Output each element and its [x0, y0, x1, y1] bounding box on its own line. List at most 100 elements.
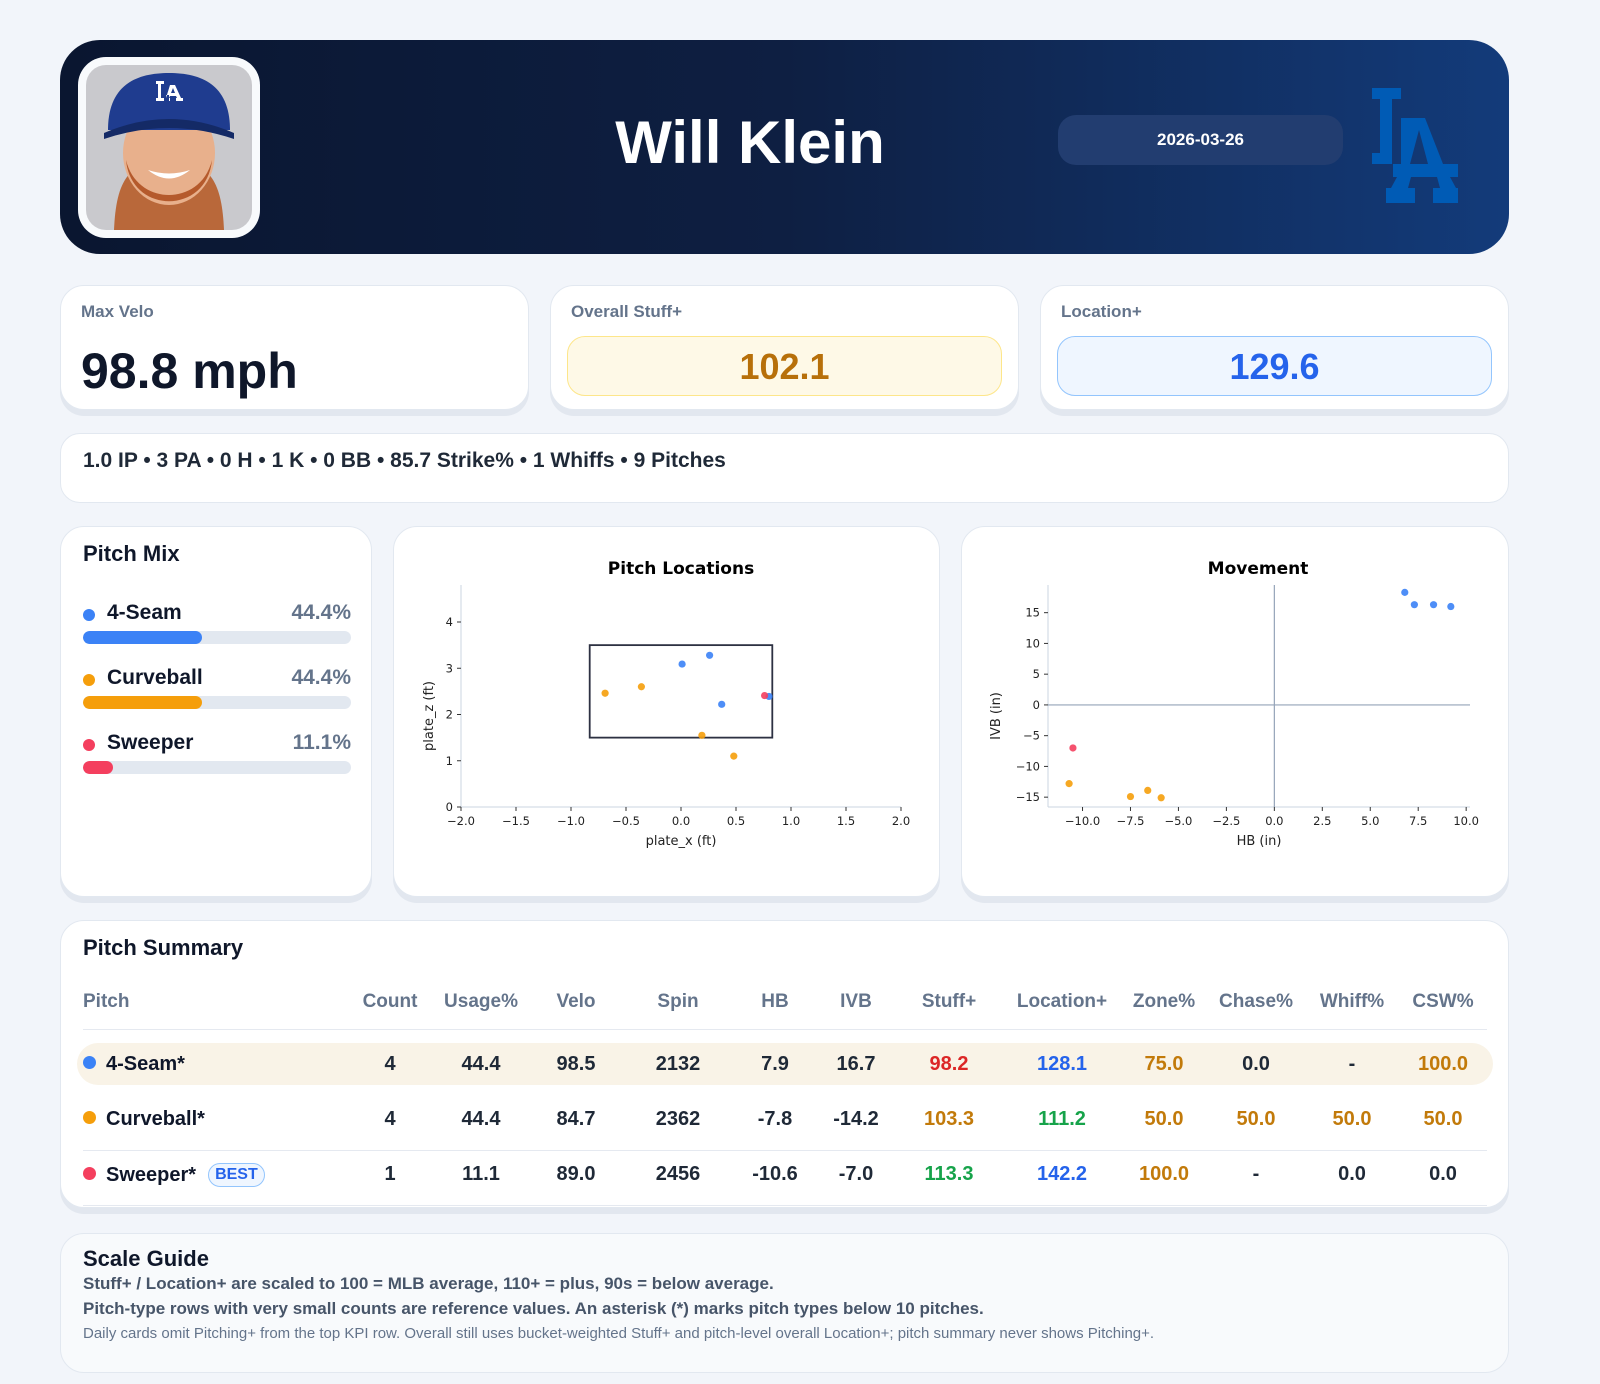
table-cell-hb: -10.6 [752, 1163, 798, 1185]
x-tick-label: −0.5 [612, 814, 640, 828]
kpi-max-velo: Max Velo 98.8 mph [60, 285, 529, 410]
player-photo [78, 57, 260, 238]
kpi-value: 102.1 [567, 336, 1002, 396]
table-cell-chase: 50.0 [1236, 1108, 1276, 1130]
table-cell-usage: 11.1 [462, 1163, 500, 1185]
kpi-label: Max Velo [81, 302, 154, 321]
x-tick-label: −7.5 [1117, 814, 1145, 828]
y-tick-label: −10 [1016, 759, 1040, 773]
movement-chart: Movement −10.0 −7.5 −5.0 −2.5 0.0 2.5 5.0 7.5 10.… [989, 559, 1479, 849]
pitch-name: Curveball [107, 666, 203, 689]
scale-guide-line: Stuff+ / Location+ are scaled to 100 = M… [83, 1274, 774, 1293]
usage-bar [83, 696, 351, 709]
pitch-name-cell: Curveball* [83, 1108, 205, 1131]
player-header: Will Klein 2026-03-26 [60, 40, 1509, 254]
best-badge: BEST [208, 1163, 265, 1187]
pitch-point [1401, 588, 1409, 596]
player-name: Will Klein [615, 109, 885, 176]
x-tick-label: −2.5 [1212, 814, 1240, 828]
table-cell-stuff: 113.3 [924, 1163, 974, 1185]
pitch-point [637, 683, 645, 691]
table-cell-count: 1 [384, 1163, 396, 1185]
column-header: Chase% [1219, 991, 1293, 1012]
table-cell-usage: 44.4 [461, 1108, 501, 1130]
column-header: Whiff% [1319, 991, 1385, 1012]
table-cell-ivb: -14.2 [833, 1108, 879, 1130]
pitch-name-cell: Sweeper* BEST [83, 1163, 265, 1187]
pitch-color-dot [83, 1167, 96, 1180]
pitch-point [718, 700, 726, 708]
table-cell-location: 128.1 [1036, 1053, 1088, 1075]
pitch-point [1065, 780, 1073, 788]
pitch-summary-card: Pitch Summary Pitch Count Usage% Velo Spin HB… [60, 920, 1509, 1208]
y-tick-label: 0 [1033, 698, 1040, 712]
table-cell-location: 111.2 [1038, 1108, 1086, 1130]
column-header: CSW% [1412, 991, 1474, 1012]
x-tick-label: 2.0 [892, 814, 910, 828]
pitch-point [761, 691, 769, 700]
pitch-mix-item: Sweeper 11.1% [83, 731, 351, 781]
x-tick-label: 0.0 [672, 814, 690, 828]
pitch-mix-item: Curveball 44.4% [83, 666, 351, 716]
y-tick-label: −15 [1016, 790, 1040, 804]
pitch-locations-card: Pitch Locations −2.0 −1.5 −1.0 −0.5 0.0 0.5 1.0… [393, 526, 940, 897]
column-header: HB [761, 991, 789, 1012]
kpi-label: Location+ [1061, 302, 1142, 321]
kpi-value: 98.8 mph [81, 343, 298, 399]
x-tick-label: −1.0 [557, 814, 585, 828]
table-cell-velo: 84.7 [556, 1108, 596, 1130]
y-tick-label: 1 [446, 754, 453, 768]
y-tick-label: 2 [446, 708, 453, 722]
table-cell-chase: - [1252, 1163, 1260, 1185]
divider [83, 1150, 1487, 1151]
usage-bar [83, 761, 351, 774]
pitch-mix-card: Pitch Mix 4-Seam 44.4% Curveball 44.4% Sweep… [60, 526, 372, 897]
stat-line-card: 1.0 IP • 3 PA • 0 H • 1 K • 0 BB • 85.7 … [60, 433, 1509, 503]
pitch-usage: 11.1% [292, 731, 351, 754]
pitch-point [730, 752, 738, 760]
y-tick-label: −5 [1023, 729, 1040, 743]
table-cell-stuff: 103.3 [923, 1108, 975, 1130]
table-cell-stuff: 98.2 [929, 1053, 969, 1075]
table-cell-csw: 50.0 [1423, 1108, 1463, 1130]
pitch-summary-title: Pitch Summary [83, 935, 244, 960]
pitch-name: 4-Seam [107, 601, 182, 624]
table-cell-csw: 100.0 [1417, 1053, 1469, 1075]
movement-card: Movement −10.0 −7.5 −5.0 −2.5 0.0 2.5 5.0 7.5 10.… [961, 526, 1509, 897]
pitch-point [1126, 792, 1135, 801]
player-headshot-image [86, 65, 252, 230]
pitch-point [678, 660, 686, 668]
pitch-color-dot [83, 674, 95, 686]
y-axis-label: IVB (in) [989, 692, 1004, 740]
table-cell-spin: 2456 [655, 1163, 701, 1185]
x-axis-label: plate_x (ft) [646, 834, 717, 849]
table-cell-zone: 100.0 [1138, 1163, 1190, 1185]
cap-logo-icon [156, 81, 183, 101]
x-tick-label: −1.5 [502, 814, 530, 828]
pitch-point [706, 651, 714, 659]
column-header: Location+ [1016, 991, 1108, 1012]
pitch-name: Curveball* [106, 1108, 205, 1130]
pitch-usage: 44.4% [291, 601, 351, 624]
table-cell-whiff: 50.0 [1332, 1108, 1372, 1130]
table-cell-count: 4 [384, 1053, 396, 1075]
scale-guide-line: Pitch-type rows with very small counts a… [83, 1299, 984, 1318]
table-cell-zone: 50.0 [1144, 1108, 1184, 1130]
chart-title: Pitch Locations [608, 559, 754, 579]
stat-line: 1.0 IP • 3 PA • 0 H • 1 K • 0 BB • 85.7 … [83, 449, 726, 472]
y-tick-label: 0 [446, 800, 453, 814]
x-tick-label: 1.5 [837, 814, 855, 828]
divider [83, 1029, 1487, 1030]
x-tick-label: 5.0 [1361, 814, 1379, 828]
strike-zone [588, 644, 774, 739]
kpi-stuff-plus: Overall Stuff+ 102.1 [550, 285, 1019, 410]
pitch-color-dot [83, 1056, 96, 1069]
table-cell-count: 4 [384, 1108, 396, 1130]
pitch-mix-title: Pitch Mix [83, 541, 180, 566]
x-axis-label: HB (in) [1237, 834, 1282, 849]
pitch-point [601, 689, 609, 697]
column-header: Count [362, 991, 418, 1012]
pitch-name-cell: 4-Seam* [83, 1053, 185, 1076]
pitch-name: Sweeper* [106, 1164, 197, 1186]
pitch-point [1410, 601, 1418, 609]
